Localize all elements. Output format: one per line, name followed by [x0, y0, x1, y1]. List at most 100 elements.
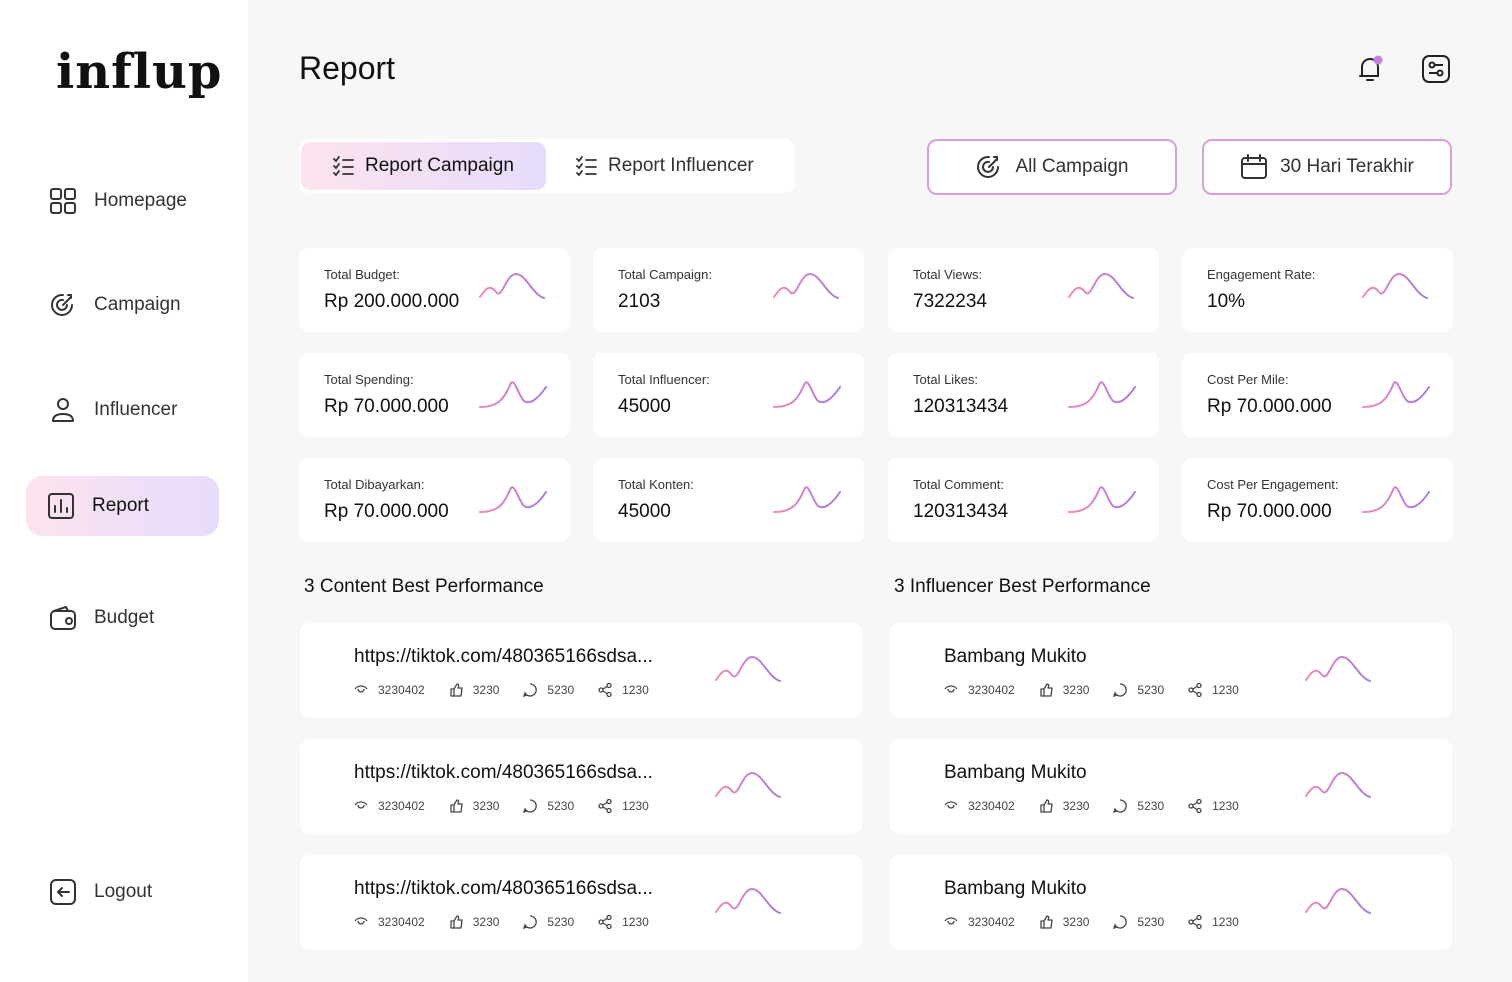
views-icon — [354, 917, 368, 925]
stat-label: Total Budget: — [324, 267, 400, 282]
logout-button[interactable]: Logout — [26, 862, 219, 922]
stat-value: 120313434 — [913, 501, 1009, 522]
performance-card[interactable]: Bambang Mukito 3230402 3230 5230 1230 — [890, 623, 1452, 718]
notification-button[interactable] — [1352, 51, 1388, 87]
filter-button[interactable]: All Campaign — [927, 139, 1177, 195]
views-count: 3230402 — [378, 683, 425, 697]
stat-card: Cost Per Engagement: Rp 70.000.000 — [1182, 458, 1453, 542]
filter-button[interactable]: 30 Hari Terakhir — [1202, 139, 1452, 195]
likes-count: 3230 — [1062, 683, 1090, 697]
stat-card: Total Influencer: 45000 — [593, 353, 864, 437]
views-count: 3230402 — [378, 799, 425, 813]
shares-count: 1230 — [622, 799, 649, 813]
nav-item[interactable]: Homepage — [26, 171, 219, 231]
views-count: 3230402 — [968, 683, 1015, 697]
views-icon — [944, 685, 958, 693]
shares-icon — [1188, 683, 1202, 697]
views-icon — [354, 801, 368, 809]
sparkline — [715, 771, 781, 798]
stat-card: Total Comment: 120313434 — [888, 458, 1159, 542]
nav-item[interactable]: Influencer — [26, 380, 219, 440]
performance-card[interactable]: https://tiktok.com/480365166sdsa... 32304… — [300, 855, 862, 950]
comments-count: 5230 — [1137, 799, 1165, 813]
item-meta: 3230402 3230 5230 1230 — [354, 799, 673, 813]
stat-label: Total Konten: — [618, 477, 694, 492]
performance-card[interactable]: https://tiktok.com/480365166sdsa... 32304… — [300, 623, 862, 718]
views-icon — [354, 685, 368, 693]
stat-card: Cost Per Mile: Rp 70.000.000 — [1182, 353, 1453, 437]
performance-card[interactable]: https://tiktok.com/480365166sdsa... 32304… — [300, 739, 862, 834]
sparkline — [715, 655, 781, 682]
comments-count: 5230 — [547, 915, 575, 929]
likes-icon — [1040, 915, 1053, 929]
views-count: 3230402 — [968, 799, 1015, 813]
sparkline — [1362, 486, 1430, 513]
section-title: 3 Content Best Performance — [304, 576, 544, 597]
sparkline — [479, 381, 547, 408]
shares-icon — [598, 683, 612, 697]
sparkline — [1362, 272, 1428, 299]
stat-label: Cost Per Mile: — [1207, 372, 1289, 387]
nav-icon — [50, 188, 76, 214]
item-meta: 3230402 3230 5230 1230 — [354, 683, 673, 697]
comments-icon — [1113, 799, 1128, 813]
performance-card[interactable]: Bambang Mukito 3230402 3230 5230 1230 — [890, 855, 1452, 950]
comments-count: 5230 — [547, 683, 575, 697]
tab-bar: Report Campaign Report Influencer — [299, 139, 795, 193]
nav-item[interactable]: Campaign — [26, 275, 219, 335]
stat-value: 10% — [1207, 291, 1246, 312]
stat-label: Total Campaign: — [618, 267, 712, 282]
sparkline — [1068, 272, 1134, 299]
sparkline — [715, 887, 781, 914]
stat-label: Total Influencer: — [618, 372, 710, 387]
item-name: https://tiktok.com/480365166sdsa... — [354, 762, 653, 783]
performance-card[interactable]: Bambang Mukito 3230402 3230 5230 1230 — [890, 739, 1452, 834]
stat-value: 120313434 — [913, 396, 1009, 417]
shares-icon — [1188, 799, 1202, 813]
stat-label: Cost Per Engagement: — [1207, 477, 1339, 492]
nav-label: Influencer — [94, 399, 178, 420]
sparkline — [1362, 381, 1430, 408]
nav-label: Report — [92, 495, 150, 516]
sparkline — [479, 486, 547, 513]
filter-label: All Campaign — [1015, 156, 1129, 177]
nav-item[interactable]: Report — [26, 476, 219, 536]
likes-icon — [450, 915, 463, 929]
likes-count: 3230 — [472, 683, 500, 697]
logo: influp — [56, 44, 223, 100]
item-name: Bambang Mukito — [944, 762, 1087, 783]
stat-value: 7322234 — [913, 291, 987, 312]
sparkline — [773, 381, 841, 408]
tab[interactable]: Report Campaign — [301, 142, 546, 190]
sparkline — [773, 272, 839, 299]
sparkline — [479, 272, 545, 299]
settings-button[interactable] — [1418, 51, 1454, 87]
sparkline — [1305, 655, 1371, 682]
nav-label: Budget — [94, 607, 155, 628]
item-name: https://tiktok.com/480365166sdsa... — [354, 646, 653, 667]
stat-value: Rp 70.000.000 — [1207, 501, 1332, 522]
likes-icon — [1040, 799, 1053, 813]
stat-value: Rp 70.000.000 — [324, 396, 449, 417]
shares-count: 1230 — [1212, 683, 1239, 697]
stat-value: Rp 70.000.000 — [324, 501, 449, 522]
stat-card: Total Konten: 45000 — [593, 458, 864, 542]
item-name: https://tiktok.com/480365166sdsa... — [354, 878, 653, 899]
tab-label: Report Campaign — [365, 155, 514, 176]
sparkline — [1305, 771, 1371, 798]
item-meta: 3230402 3230 5230 1230 — [944, 915, 1263, 929]
shares-count: 1230 — [1212, 915, 1239, 929]
nav-item[interactable]: Budget — [26, 588, 219, 648]
sparkline — [1068, 381, 1136, 408]
nav-label: Homepage — [94, 190, 187, 211]
item-name: Bambang Mukito — [944, 878, 1087, 899]
comments-icon — [1113, 683, 1128, 697]
tab[interactable]: Report Influencer — [544, 142, 784, 190]
stat-card: Total Dibayarkan: Rp 70.000.000 — [299, 458, 570, 542]
stat-label: Total Dibayarkan: — [324, 477, 425, 492]
likes-icon — [450, 683, 463, 697]
shares-count: 1230 — [622, 915, 649, 929]
views-icon — [944, 917, 958, 925]
likes-icon — [450, 799, 463, 813]
stat-value: 45000 — [618, 396, 671, 417]
